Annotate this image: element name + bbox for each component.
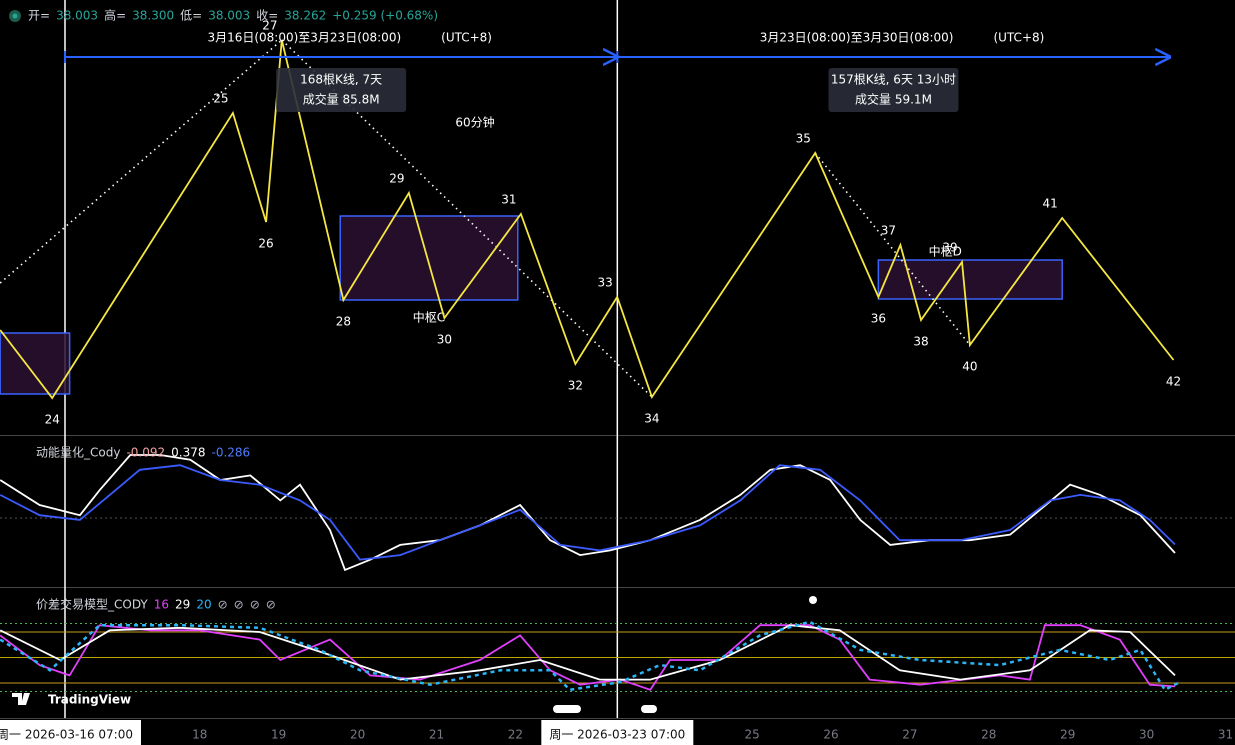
pivot-number: 24 [45,413,60,427]
range-title: 3月16日(08:00)至3月23日(08:00) [207,31,401,45]
x-tick-label: 31 [1218,728,1233,742]
range-info-box [276,68,407,112]
pivot-number: 35 [796,132,811,146]
legend-text: 16 [154,598,169,612]
legend-text: 38.003 [208,9,250,23]
range-bars: 157根K线, 6天 13小时 [831,73,956,87]
legend-text: ⊘ [218,598,228,612]
pivot-box [339,215,519,301]
x-tick-label: 21 [429,728,444,742]
legend-text: 高= [104,8,126,23]
series-line [0,454,1176,572]
pivot-number: 25 [213,92,228,106]
series-line [0,620,1179,692]
x-tick-label: 29 [1060,728,1075,742]
legend-text: 38.300 [132,9,174,23]
pivot-number: 38 [913,335,928,349]
legend-text: -0.092 [126,446,165,460]
axis-label-box [541,720,694,745]
range-info-box [828,68,959,112]
symbol-icon [12,13,18,19]
pivot-number: 32 [568,379,583,393]
x-tick-label: 25 [744,728,759,742]
pivot-number: 39 [942,241,957,255]
pivot-label: 中枢C [413,310,445,325]
legend-text: ⊘ [250,598,260,612]
pivot-box [0,332,71,395]
pivot-number: 33 [598,276,613,290]
marker-dot [809,596,817,604]
legend-text: 动能量化_Cody [36,446,120,460]
axis-label-box [0,720,141,745]
legend-text: 收= [256,9,278,23]
x-tick-label: 27 [902,728,917,742]
x-tick-label: 30 [1139,728,1154,742]
x-tick-label: 26 [823,728,838,742]
pivot-number: 40 [962,360,977,374]
pivot-number: 41 [1043,197,1058,211]
legend-text: 38.003 [56,9,98,23]
range-title: 3月23日(08:00)至3月30日(08:00) [760,31,954,45]
pivot-number: 36 [871,312,886,326]
range-tz: (UTC+8) [993,31,1044,45]
pivot-number: 27 [262,19,277,33]
legend-text: +0.259 (+0.68%) [332,9,438,23]
x-tick-label: 19 [271,728,286,742]
x-tick-label: 18 [192,728,207,742]
pivot-number: 31 [501,193,516,207]
pivot-number: 42 [1166,375,1181,389]
logo [12,693,30,705]
x-tick-label: 周一 2026-03-16 07:00 [0,728,133,742]
interval-label: 60分钟 [455,115,494,130]
scroll-pill [553,705,581,713]
legend-text: 价差交易模型_CODY [36,597,148,612]
pivot-number: 37 [881,224,896,238]
range-tz: (UTC+8) [441,31,492,45]
range-bars: 168根K线, 7天 [300,73,382,87]
series-line [0,464,1176,561]
pivot-number: 29 [389,172,404,186]
pivot-number: 30 [437,333,452,347]
x-tick-label: 周一 2026-03-23 07:00 [549,728,685,742]
pivot-number: 26 [258,237,273,251]
range-volume: 成交量 85.8M [303,92,380,107]
legend-text: 低= [180,9,202,23]
legend-text: ⊘ [234,598,244,612]
legend-text: 0.378 [171,446,205,460]
x-tick-label: 28 [981,728,996,742]
scroll-pill [641,705,657,713]
pivot-box [877,259,1063,300]
pivot-label: 中枢D [929,244,962,259]
legend-text: 38.262 [284,9,326,23]
x-tick-label: 22 [508,728,523,742]
pivot-number: 34 [644,412,659,426]
legend-text: 开= [28,9,50,23]
trend-line [0,39,283,284]
watermark: TradingView [48,693,131,707]
range-volume: 成交量 59.1M [855,92,932,107]
series-line [0,624,1176,681]
legend-text: 29 [175,598,190,612]
zigzag-line [0,39,1175,400]
x-tick-label: 20 [350,728,365,742]
legend-text: ⊘ [266,598,276,612]
legend-text: 20 [196,598,211,612]
legend-text: -0.286 [212,446,251,460]
pivot-number: 28 [336,315,351,329]
